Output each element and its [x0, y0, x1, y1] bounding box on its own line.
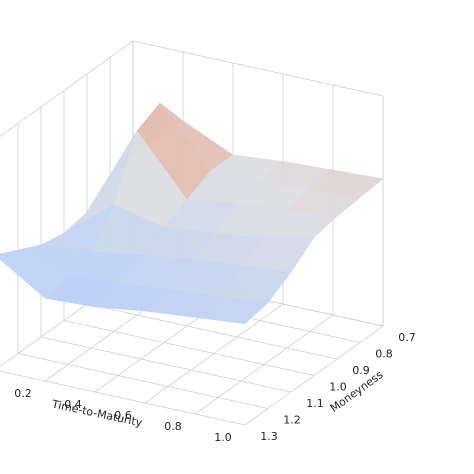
x-tick-label: 0.4 — [64, 398, 82, 411]
x-tick-label: 1.0 — [214, 431, 232, 444]
x-tick-label: 0.2 — [14, 387, 32, 400]
x-tick-label: 0.8 — [164, 420, 182, 433]
grid-line — [86, 303, 338, 360]
box-edge — [132, 40, 384, 97]
x-tick-label: 0.6 — [114, 409, 132, 422]
y-tick-label: 0.7 — [398, 331, 416, 344]
grid-line — [63, 320, 315, 376]
box-edge — [0, 40, 134, 137]
y-tick-label: 1.0 — [329, 381, 347, 394]
grid-line — [40, 336, 292, 393]
y-tick-label: 1.1 — [306, 397, 324, 410]
y-tick-label: 1.2 — [283, 414, 301, 427]
grid-line — [0, 370, 246, 426]
surface — [0, 102, 384, 325]
surface-patch — [194, 296, 269, 325]
y-tick-label: 0.9 — [352, 364, 370, 377]
grid-line — [17, 353, 269, 409]
y-tick-label: 0.8 — [375, 348, 393, 361]
y-tick-label: 1.3 — [260, 430, 278, 443]
